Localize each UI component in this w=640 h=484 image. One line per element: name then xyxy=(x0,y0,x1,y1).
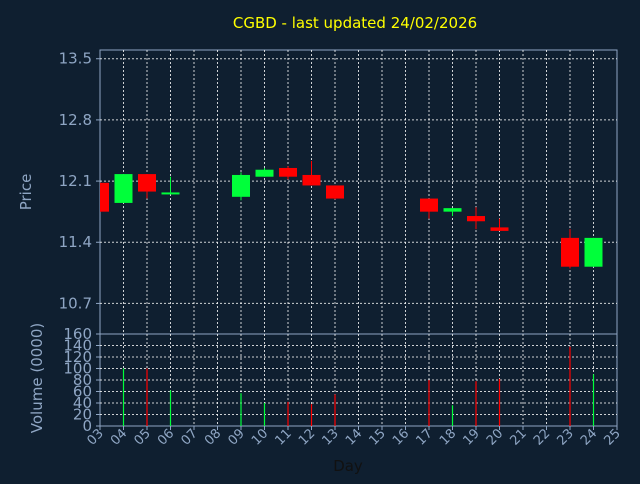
volume-tick-label: 40 xyxy=(73,394,92,412)
candle-body xyxy=(232,174,250,197)
candle-body xyxy=(114,174,133,203)
volume-tick-label: 100 xyxy=(63,360,92,378)
candle-body xyxy=(326,185,344,199)
candle-body xyxy=(467,216,485,222)
x-tick-label: 06 xyxy=(155,426,177,448)
x-tick-label: 07 xyxy=(179,426,201,448)
x-tick-label: 10 xyxy=(249,426,271,448)
x-tick-label: 15 xyxy=(367,426,389,448)
candle-body xyxy=(490,227,509,231)
candle-body xyxy=(100,182,109,212)
volume-tick-label: 80 xyxy=(73,371,92,389)
x-tick-label: 19 xyxy=(461,426,483,448)
x-tick-label: 05 xyxy=(132,426,154,448)
volume-tick-label: 60 xyxy=(73,383,92,401)
price-tick-label: 11.4 xyxy=(59,233,92,251)
price-tick-label: 12.1 xyxy=(59,172,92,190)
x-tick-label: 25 xyxy=(602,426,624,448)
candle-body xyxy=(302,174,321,186)
x-tick-label: 22 xyxy=(531,426,553,448)
price-tick-label: 13.5 xyxy=(59,50,92,68)
candle-body xyxy=(161,192,180,195)
x-tick-label: 20 xyxy=(484,426,506,448)
volume-tick-label: 160 xyxy=(63,325,92,343)
price-tick-label: 10.7 xyxy=(59,294,92,312)
x-tick-label: 23 xyxy=(555,426,577,448)
chart-title: CGBD - last updated 24/02/2026 xyxy=(232,14,478,32)
x-tick-label: 11 xyxy=(273,426,295,448)
volume-tick-label: 20 xyxy=(73,406,92,424)
x-tick-label: 08 xyxy=(202,426,224,448)
candle-body xyxy=(584,237,603,267)
volume-tick-label: 120 xyxy=(63,348,92,366)
x-tick-label: 16 xyxy=(390,426,412,448)
x-tick-label: 09 xyxy=(226,426,248,448)
candle-body xyxy=(255,169,274,177)
candle-body xyxy=(443,208,462,212)
volume-tick-label: 140 xyxy=(63,337,92,355)
candle-body xyxy=(279,167,297,177)
x-tick-label: 18 xyxy=(437,426,459,448)
volume-axis-label: Volume (0000) xyxy=(28,323,46,433)
x-axis-label: Day xyxy=(333,457,363,475)
x-tick-label: 21 xyxy=(508,426,530,448)
x-tick-label: 17 xyxy=(414,426,436,448)
volume-tick-label: 0 xyxy=(82,417,92,435)
candle-body xyxy=(138,174,156,192)
x-tick-label: 12 xyxy=(296,426,318,448)
candle-body xyxy=(420,198,438,212)
candle-body xyxy=(561,237,579,267)
x-tick-label: 13 xyxy=(320,426,342,448)
price-tick-label: 12.8 xyxy=(59,111,92,129)
x-tick-label: 14 xyxy=(343,426,365,448)
price-axis-label: Price xyxy=(17,174,35,211)
x-tick-label: 24 xyxy=(578,426,600,448)
x-tick-label: 04 xyxy=(108,426,130,448)
